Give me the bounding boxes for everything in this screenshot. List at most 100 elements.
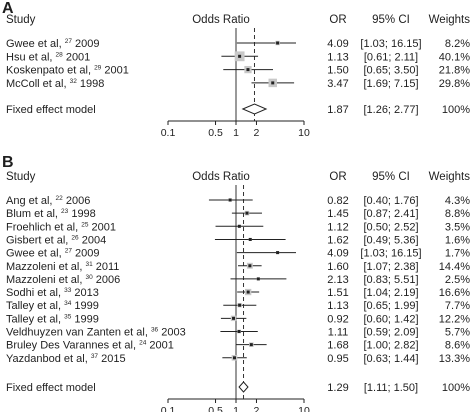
x-tick-label: 0.5 (208, 127, 223, 139)
study-label: McColl et al, 32 1998 (6, 78, 104, 90)
odds-ratio-value: 0.82 (327, 195, 348, 207)
odds-ratio-value: 1.51 (327, 287, 348, 299)
summary-or-value: 1.87 (327, 104, 348, 116)
weight-value: 14.4% (439, 261, 470, 273)
study-row: Gisbert et al, 26 2004 1.62 [0.49; 5.36] 1.… (6, 234, 470, 246)
x-tick-label: 0.1 (161, 405, 176, 412)
weights-column-header: Weights (429, 14, 471, 26)
study-row: Yazdanbod et al, 37 2015 0.95 [0.63; 1.44]… (6, 353, 470, 365)
ci-value: [0.40; 1.76] (363, 195, 418, 207)
odds-ratio-value: 2.13 (327, 274, 348, 286)
study-year: 2001 (88, 221, 116, 233)
study-row: Talley et al, 34 1999 1.13 [0.65; 1.99] 7.7… (6, 300, 470, 312)
study-row: Mazzoleni et al, 31 2011 1.60 [1.07; 2.38]… (6, 261, 470, 273)
point-estimate (248, 237, 252, 241)
weight-value: 7.7% (445, 300, 470, 312)
study-year: 1999 (71, 300, 99, 312)
point-estimate (237, 224, 241, 228)
study-year: 2004 (79, 234, 107, 246)
weight-value: 12.2% (439, 313, 470, 325)
odds-ratio-value: 1.62 (327, 234, 348, 246)
x-tick-label: 1 (233, 127, 239, 139)
weight-value: 13.3% (439, 353, 470, 365)
point-estimate (238, 303, 242, 307)
point-estimate (249, 343, 253, 347)
reference-superscript: 27 (65, 38, 73, 45)
study-row: Ang et al, 22 2006 0.82 [0.40; 1.76] 4.3% (6, 195, 470, 207)
study-label: Froehlich et al, 25 2001 (6, 221, 116, 233)
x-tick-label: 2 (254, 405, 260, 412)
study-year: 2006 (63, 195, 91, 207)
reference-superscript: 34 (64, 300, 72, 307)
odds-ratio-value: 1.50 (327, 65, 348, 77)
or-column-header: OR (329, 171, 346, 183)
study-row: Blum et al, 23 1998 1.45 [0.87; 2.41] 8.8% (6, 208, 470, 220)
study-row: Mazzoleni et al, 30 2006 2.13 [0.83; 5.51]… (6, 274, 470, 286)
reference-superscript: 25 (81, 221, 89, 228)
weight-value: 1.6% (445, 234, 470, 246)
point-estimate (271, 81, 275, 85)
study-label: Talley et al, 35 1999 (6, 313, 99, 325)
point-estimate (276, 41, 280, 45)
weight-value: 8.6% (445, 340, 470, 352)
summary-ci-value: [1.26; 2.77] (363, 104, 418, 116)
odds-ratio-value: 4.09 (327, 248, 348, 260)
weight-value: 16.6% (439, 287, 470, 299)
reference-superscript: 33 (64, 287, 72, 294)
study-row: McColl et al, 32 1998 3.47 [1.69; 7.15] 29.… (6, 78, 470, 90)
x-tick-label: 10 (298, 127, 310, 139)
ci-value: [1.00; 2.82] (363, 340, 418, 352)
point-estimate (246, 290, 250, 294)
study-year: 2001 (63, 51, 91, 63)
ci-value: [0.59; 2.09] (363, 327, 418, 339)
weight-value: 5.7% (445, 327, 470, 339)
or-column-header: OR (329, 14, 346, 26)
panel-label: B (2, 154, 14, 171)
study-label: Hsu et al, 28 2001 (6, 51, 90, 63)
ci-value: [1.07; 2.38] (363, 261, 418, 273)
ci-value: [0.65; 1.99] (363, 300, 418, 312)
point-estimate (276, 251, 280, 255)
point-estimate (232, 356, 236, 360)
reference-superscript: 30 (85, 274, 93, 281)
point-estimate (245, 211, 249, 215)
study-year: 2001 (101, 65, 129, 77)
summary-row: Fixed effect model 1.87 [1.26; 2.77] 100% (6, 103, 470, 116)
ci-value: [1.04; 2.19] (363, 287, 418, 299)
summary-row: Fixed effect model 1.29 [1.11; 1.50] 100% (6, 381, 470, 394)
odds-ratio-value: 0.92 (327, 313, 348, 325)
weights-column-header: Weights (429, 171, 471, 183)
study-label: Ang et al, 22 2006 (6, 195, 90, 207)
ci-value: [0.87; 2.41] (363, 208, 418, 220)
odds-ratio-value: 1.13 (327, 300, 348, 312)
study-row: Veldhuyzen van Zanten et al, 36 2003 1.11… (6, 327, 470, 339)
odds-ratio-column-header: Odds Ratio (192, 14, 250, 26)
reference-superscript: 35 (64, 313, 72, 320)
x-axis: 0.1 0.5 1 2 10 (161, 398, 310, 412)
ci-column-header: 95% CI (372, 171, 410, 183)
odds-ratio-value: 1.45 (327, 208, 348, 220)
study-year: 2013 (71, 287, 99, 299)
study-label: Mazzoleni et al, 30 2006 (6, 274, 120, 286)
study-year: 2015 (98, 353, 126, 365)
ci-value: [0.61; 2.11] (364, 51, 418, 63)
reference-superscript: 23 (61, 208, 69, 215)
odds-ratio-value: 1.68 (327, 340, 348, 352)
study-row: Froehlich et al, 25 2001 1.12 [0.50; 2.52]… (6, 221, 470, 233)
x-tick-label: 0.5 (208, 405, 223, 412)
study-column-header: Study (6, 171, 36, 183)
summary-weight-value: 100% (442, 382, 470, 394)
point-estimate (237, 330, 241, 333)
weight-value: 40.1% (439, 51, 470, 63)
reference-superscript: 37 (91, 353, 99, 360)
study-year: 2011 (93, 261, 120, 273)
ci-value: [1.03; 16.15] (360, 38, 421, 50)
reference-superscript: 22 (56, 195, 64, 202)
study-label: Koskenpato et al, 29 2001 (6, 65, 129, 77)
study-label: Yazdanbod et al, 37 2015 (6, 353, 126, 365)
study-year: 1999 (71, 313, 99, 325)
weight-value: 2.5% (445, 274, 470, 286)
summary-weight-value: 100% (442, 104, 470, 116)
ci-value: [1.69; 7.15] (363, 78, 418, 90)
study-year: 2003 (158, 327, 186, 339)
